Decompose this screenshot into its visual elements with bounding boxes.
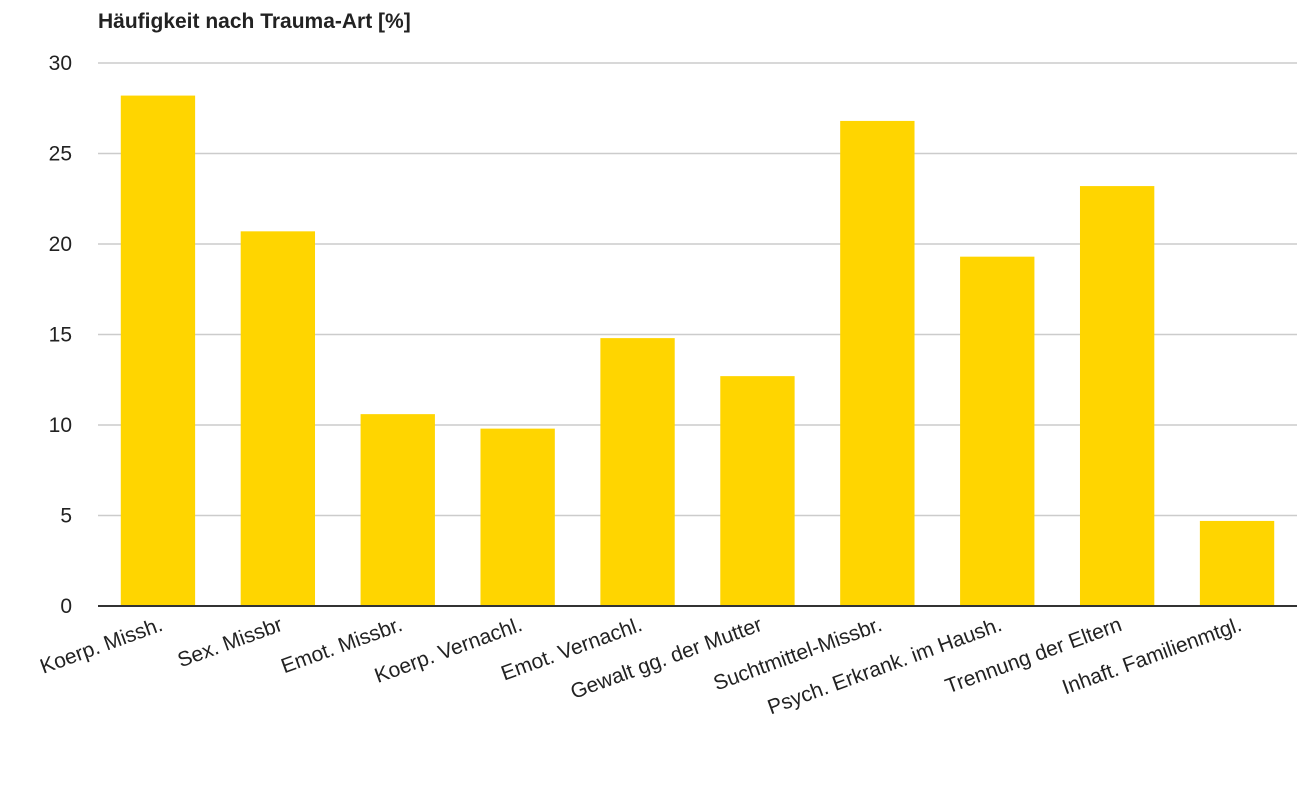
bar <box>960 256 1035 606</box>
y-tick-label: 0 <box>60 595 72 618</box>
y-tick-label: 20 <box>49 233 72 256</box>
bar <box>240 231 316 606</box>
x-tick-label: Sex. Missbr <box>175 613 286 672</box>
bar <box>1199 520 1275 606</box>
y-tick-label: 30 <box>49 52 72 75</box>
bar <box>120 95 196 606</box>
bar <box>480 428 555 606</box>
x-tick-label: Koerp. Missh. <box>37 613 166 679</box>
bar <box>840 120 915 607</box>
y-tick-label: 15 <box>49 324 72 347</box>
chart-title: Häufigkeit nach Trauma-Art [%] <box>98 10 411 33</box>
bar <box>360 414 435 606</box>
bar <box>720 376 795 606</box>
y-tick-label: 5 <box>60 505 72 528</box>
y-tick-label: 25 <box>49 143 72 166</box>
y-tick-label: 10 <box>49 414 72 437</box>
bar <box>600 338 675 606</box>
bar <box>1079 186 1155 606</box>
